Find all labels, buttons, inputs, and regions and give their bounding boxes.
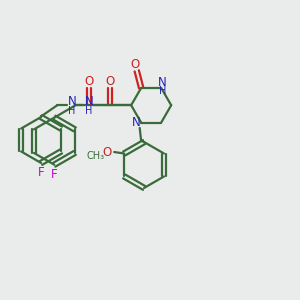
Text: N: N <box>84 95 93 108</box>
Text: H: H <box>159 86 166 96</box>
Text: N: N <box>131 116 140 129</box>
Text: F: F <box>51 168 58 181</box>
Text: F: F <box>38 166 44 179</box>
Text: O: O <box>131 58 140 71</box>
Text: H: H <box>68 106 76 116</box>
Text: N: N <box>158 76 167 89</box>
Text: O: O <box>102 146 111 158</box>
Text: CH₃: CH₃ <box>87 151 105 160</box>
Text: O: O <box>84 75 93 88</box>
Text: O: O <box>105 75 115 88</box>
Text: H: H <box>85 106 92 116</box>
Text: N: N <box>68 95 76 108</box>
